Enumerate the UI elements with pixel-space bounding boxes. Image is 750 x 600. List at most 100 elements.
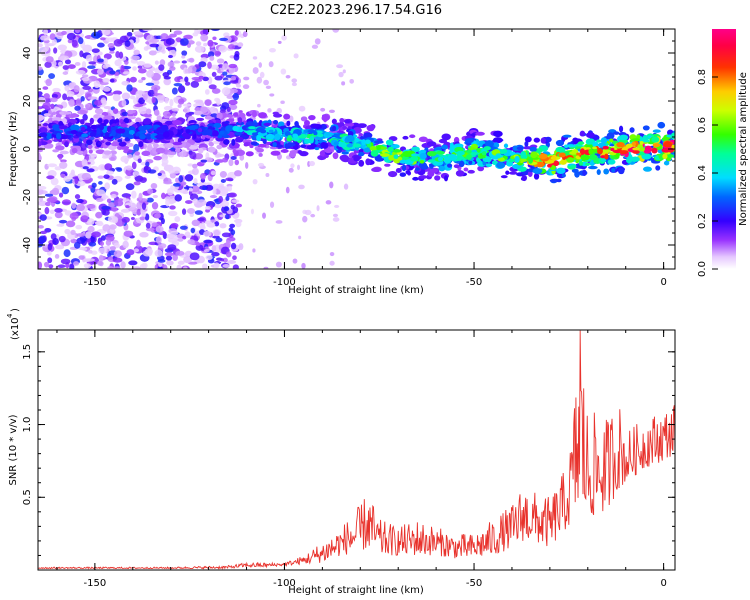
noise-blob: [63, 175, 72, 182]
noise-blob: [76, 237, 86, 244]
noise-blob: [39, 214, 47, 221]
noise-blob: [97, 42, 105, 48]
noise-blob: [184, 174, 194, 182]
ridge-blob: [360, 135, 365, 140]
ridge-blob: [286, 137, 293, 142]
noise-blob: [133, 181, 141, 186]
noise-blob: [290, 163, 295, 169]
noise-blob: [190, 80, 200, 88]
noise-blob: [139, 231, 149, 238]
noise-blob: [252, 248, 256, 253]
noise-blob: [214, 75, 223, 81]
noise-blob: [252, 56, 258, 60]
ridge-blob: [153, 109, 160, 116]
noise-blob: [85, 231, 92, 239]
ridge-blob: [401, 164, 407, 172]
noise-blob: [193, 99, 204, 104]
noise-blob: [128, 260, 138, 266]
noise-blob: [111, 216, 119, 224]
noise-blob: [67, 64, 76, 70]
noise-blob: [235, 221, 242, 228]
ridge-blob: [304, 119, 310, 126]
noise-blob: [171, 112, 177, 117]
noise-blob: [133, 97, 138, 105]
colorbar-tick-label: 0.6: [697, 117, 708, 133]
noise-blob: [209, 55, 215, 61]
ridge-blob: [300, 116, 308, 122]
ridge-blob: [243, 142, 249, 147]
noise-blob: [133, 49, 140, 55]
noise-blob: [182, 103, 192, 107]
ridge-blob: [418, 175, 428, 179]
ridge-blob: [256, 134, 262, 142]
noise-blob: [268, 61, 274, 68]
ridge-blob: [643, 149, 651, 154]
noise-blob: [194, 210, 203, 215]
noise-blob: [252, 67, 259, 74]
noise-blob: [58, 61, 63, 67]
y-tick-label: -40: [22, 237, 33, 253]
ridge-blob: [514, 155, 520, 163]
ridge-blob: [59, 150, 69, 155]
ridge-blob: [582, 169, 587, 176]
ridge-blob: [331, 118, 337, 125]
noise-blob: [182, 235, 187, 240]
ridge-blob: [467, 147, 477, 151]
ridge-blob: [152, 143, 159, 148]
ridge-blob: [402, 151, 412, 158]
ridge-blob: [320, 123, 327, 130]
noise-blob: [43, 29, 49, 36]
ridge-blob: [270, 150, 281, 156]
noise-blob: [142, 29, 153, 32]
ridge-blob: [369, 145, 378, 151]
noise-blob: [109, 246, 116, 251]
noise-blob: [144, 213, 150, 221]
noise-blob: [231, 199, 240, 203]
ridge-blob: [38, 114, 45, 121]
ridge-blob: [119, 145, 130, 150]
noise-blob: [58, 192, 64, 198]
ridge-blob: [393, 154, 399, 160]
noise-blob: [221, 102, 230, 110]
noise-blob: [230, 75, 236, 81]
noise-blob: [232, 255, 237, 261]
noise-blob: [138, 97, 146, 105]
ridge-blob: [208, 120, 213, 124]
ridge-blob: [223, 139, 230, 145]
noise-blob: [152, 194, 158, 199]
noise-blob: [86, 218, 95, 226]
noise-blob: [173, 30, 183, 35]
noise-blob: [265, 173, 270, 178]
noise-blob: [177, 85, 186, 94]
ridge-blob: [238, 110, 243, 114]
ridge-blob: [103, 150, 112, 155]
noise-blob: [113, 250, 122, 258]
noise-blob: [104, 182, 110, 190]
ridge-blob: [444, 175, 449, 182]
noise-blob: [216, 58, 225, 64]
ridge-blob: [662, 153, 668, 160]
noise-blob: [39, 196, 44, 202]
noise-blob: [243, 76, 250, 81]
ridge-blob: [309, 135, 315, 142]
noise-blob: [100, 37, 106, 41]
noise-blob: [69, 212, 79, 220]
noise-blob: [171, 166, 181, 174]
ridge-blob: [340, 142, 347, 148]
noise-blob: [181, 208, 187, 215]
noise-blob: [163, 77, 172, 86]
ridge-blob: [94, 108, 104, 115]
ridge-blob: [332, 125, 337, 132]
noise-blob: [105, 37, 115, 43]
ridge-blob: [414, 167, 420, 171]
noise-blob: [259, 71, 265, 79]
noise-blob: [70, 238, 77, 244]
ridge-blob: [342, 125, 348, 130]
ridge-blob: [86, 139, 93, 146]
noise-blob: [102, 209, 110, 216]
noise-blob: [269, 48, 276, 53]
ridge-blob: [197, 147, 204, 154]
noise-blob: [200, 221, 206, 229]
ridge-blob: [596, 169, 601, 175]
noise-blob: [121, 216, 130, 223]
